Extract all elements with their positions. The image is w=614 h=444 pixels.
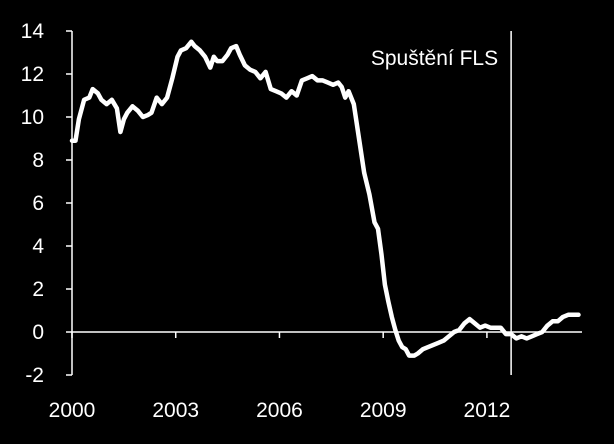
fls-launch-label: Spuštění FLS (371, 47, 498, 70)
y-tick-label: 12 (21, 63, 44, 86)
x-axis-ticks: 2000 2003 2006 2009 2012 (49, 332, 511, 422)
y-tick-label: 0 (32, 321, 44, 344)
y-tick-label: -2 (25, 364, 44, 387)
y-tick-label: 14 (21, 20, 45, 43)
y-tick-label: 8 (32, 149, 44, 172)
x-tick-label: 2006 (256, 399, 303, 422)
series-line (69, 39, 581, 358)
y-tick-label: 2 (32, 278, 44, 301)
x-tick-label: 2000 (49, 399, 96, 422)
x-tick-label: 2009 (360, 399, 407, 422)
y-tick-label: 10 (21, 106, 44, 129)
y-tick-label: 6 (32, 192, 44, 215)
y-tick-label: 4 (32, 235, 44, 258)
x-tick-label: 2003 (152, 399, 199, 422)
x-tick-label: 2012 (464, 399, 511, 422)
y-axis-ticks: -2 0 2 4 6 8 10 12 14 (21, 20, 72, 387)
